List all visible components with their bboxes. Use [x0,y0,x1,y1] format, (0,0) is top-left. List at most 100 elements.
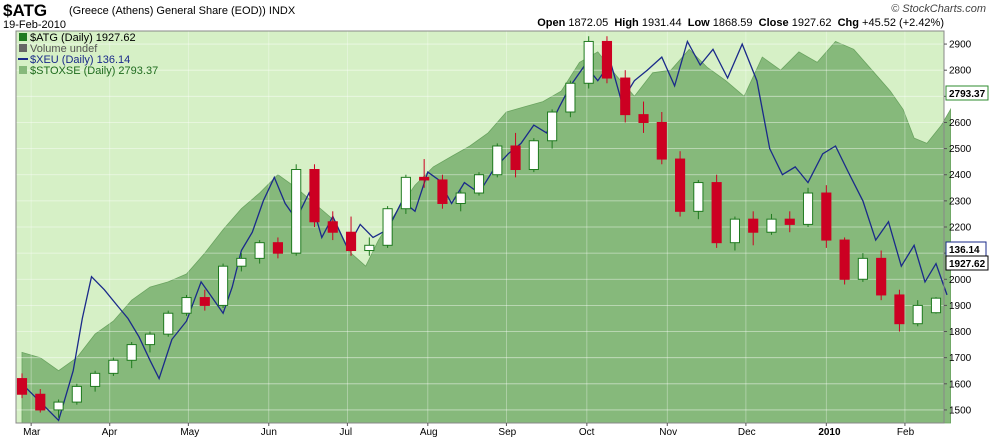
y-tick-label-2400: 2400 [949,170,972,181]
atg-candle-body-27 [510,145,521,171]
y-tick-label-2600: 2600 [949,118,972,129]
atg-candle-body-45 [839,239,850,280]
atg-candle-30 [565,80,576,118]
atg-candle-9 [181,294,192,316]
atg-candle-body-17 [327,221,338,233]
atg-candle-11 [218,263,229,309]
legend-volume: Volume undef [30,43,98,55]
atg-candle-body-40 [748,218,759,233]
stoxse-legend-swatch [19,66,27,74]
stoxse-price-tag: 2793.37 [945,85,989,101]
atg-candle-1 [35,389,46,413]
atg-candle-body-22 [419,176,430,181]
atg-candle-body-28 [528,140,539,171]
atg-candle-body-19 [364,244,375,252]
atg-price-tag: 1927.62 [945,255,989,271]
open-label: Open [537,17,566,29]
atg-candle-body-6 [126,344,137,361]
quote-date: 19-Feb-2010 [3,19,66,31]
atg-candle-0 [16,373,28,399]
symbol-title: $ATG [3,1,48,20]
low-label: Low [687,17,710,29]
atg-candle-41 [766,213,777,235]
atg-tag-text: 1927.62 [949,259,986,270]
atg-candle-body-38 [711,182,722,244]
atg-candle-body-0 [16,378,28,395]
atg-candle-body-2 [53,401,64,411]
atg-candle-body-34 [638,114,649,123]
atg-candle-10 [199,289,210,311]
atg-candle-4 [90,370,101,392]
atg-candle-body-35 [656,121,667,160]
atg-candle-13 [254,240,265,264]
atg-candle-44 [821,185,832,248]
atg-candle-26 [492,143,503,178]
atg-candle-42 [784,211,795,233]
atg-candle-23 [437,174,448,209]
atg-candle-40 [748,211,759,246]
atg-candle-24 [455,190,466,212]
atg-candle-body-10 [199,297,210,306]
atg-candle-body-21 [400,176,411,210]
atg-candle-body-29 [547,111,558,142]
y-tick-label-2800: 2800 [949,66,972,77]
atg-candle-body-39 [729,218,740,244]
chg-label: Chg [837,17,859,29]
atg-candle-body-32 [601,40,613,79]
x-tick-label-Sep: Sep [498,427,516,438]
atg-candle-21 [400,174,411,214]
atg-candle-body-47 [876,257,887,296]
description-text: (Greece (Athens) General Share (EOD)) [69,5,266,17]
legend-xeu: $XEU (Daily) 136.14 [30,54,130,66]
atg-candle-36 [675,151,686,217]
atg-candle-body-44 [821,192,832,241]
low-value: 1868.59 [712,17,753,29]
atg-candle-16 [309,164,320,227]
atg-candle-body-14 [272,242,283,254]
volume-legend-swatch [19,44,27,52]
atg-candle-body-49 [912,304,923,325]
atg-candle-50 [930,297,942,314]
atg-candle-body-12 [236,257,247,267]
xeu-line [21,39,948,422]
y-tick-label-2200: 2200 [949,223,972,234]
atg-candle-17 [327,211,338,241]
atg-candle-27 [510,132,521,178]
atg-candle-43 [802,187,814,227]
legend-stoxse: $STOXSE (Daily) 2793.37 [30,65,158,77]
atg-candle-14 [272,237,283,259]
xeu-price-tag: 136.14 [945,241,987,257]
atg-candle-body-13 [254,242,265,259]
atg-candle-32 [601,36,613,84]
atg-candle-body-16 [309,169,320,223]
atg-candle-31 [583,36,594,89]
x-tick-label-Aug: Aug [420,427,438,438]
atg-candle-body-25 [473,174,485,194]
atg-candle-body-42 [784,218,795,225]
atg-candle-body-50 [930,297,942,314]
atg-candle-body-7 [144,333,156,346]
atg-candle-34 [638,101,649,133]
atg-candle-45 [839,237,850,285]
x-tick-label-2010: 2010 [818,427,841,438]
atg-candle-35 [656,112,667,165]
atg-candle-15 [291,164,302,256]
atg-candle-body-43 [802,192,814,225]
atg-candle-body-30 [565,82,576,113]
exchange-text: INDX [268,5,296,17]
atg-candle-body-1 [35,393,46,411]
y-tick-label-1500: 1500 [949,405,972,416]
high-value: 1931.44 [641,17,682,29]
xeu-tag-text: 136.14 [949,245,980,256]
atg-candle-body-36 [675,158,686,212]
atg-candle-body-48 [894,294,905,325]
atg-candle-6 [126,341,137,369]
atg-legend-swatch [19,33,27,41]
atg-candle-body-4 [90,372,101,387]
chg-value: +45.52 (+2.42%) [862,17,944,29]
atg-candle-body-5 [108,359,119,374]
x-tick-label-Nov: Nov [659,427,677,438]
atg-candles [16,36,942,418]
atg-candle-29 [547,109,558,149]
